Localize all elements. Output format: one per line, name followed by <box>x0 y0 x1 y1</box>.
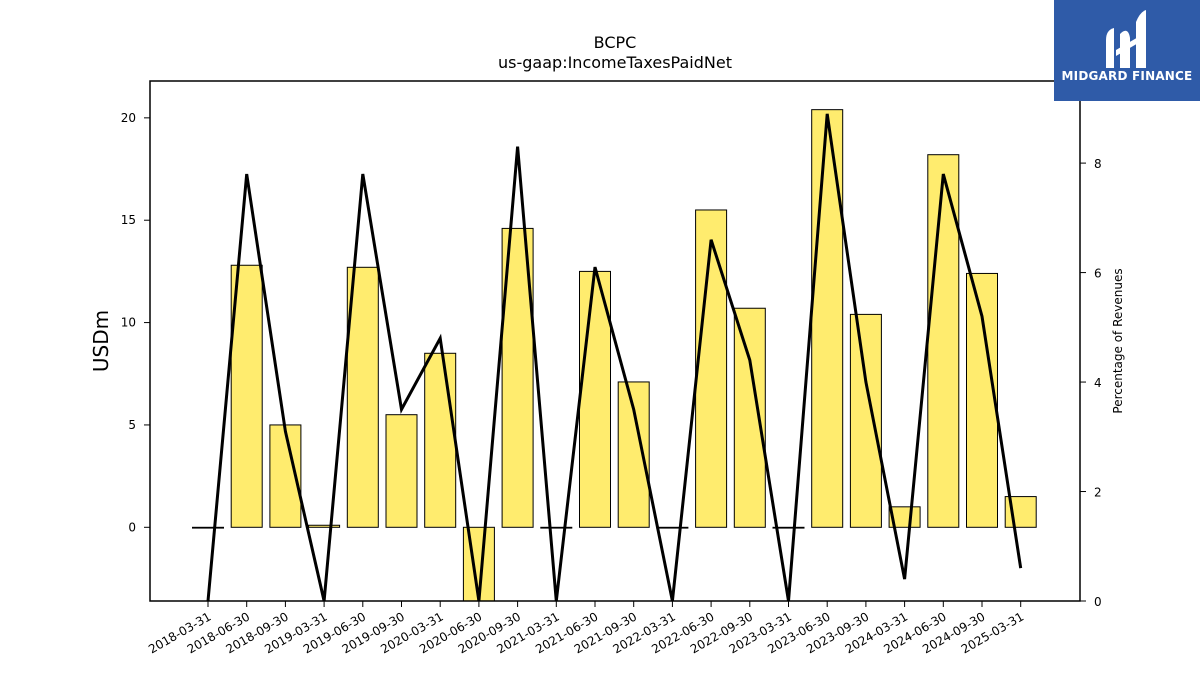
y2-tick-label: 2 <box>1094 486 1102 500</box>
y-tick-label: 20 <box>121 111 136 125</box>
y-tick-label: 10 <box>121 316 136 330</box>
x-axis: 2018-03-312018-06-302018-09-302019-03-31… <box>146 601 1026 656</box>
bars-group <box>192 109 1037 602</box>
bar-2022-03-31 <box>656 526 689 529</box>
y2-tick-label: 8 <box>1094 157 1102 171</box>
bar-2023-09-30 <box>849 313 882 528</box>
y2-tick-label: 6 <box>1094 267 1102 281</box>
bar-2021-03-31 <box>540 526 573 529</box>
y-tick-label: 15 <box>121 213 136 227</box>
bar-2018-06-30 <box>230 264 263 528</box>
logo: MIDGARD FINANCE <box>1054 0 1200 101</box>
y-tick-label: 0 <box>128 520 136 534</box>
y2-axis: 0 2 4 6 8 <box>1080 157 1102 609</box>
bar-2021-06-30 <box>579 270 611 528</box>
y2-axis-label: Percentage of Revenues <box>1111 268 1125 413</box>
y-tick-label: 5 <box>128 418 136 432</box>
bar-2019-09-30 <box>385 414 418 528</box>
logo-mark-icon <box>1106 10 1146 68</box>
y-axis-label: USDm <box>89 310 113 372</box>
chart-title: BCPC <box>594 33 637 52</box>
bar-2018-03-31 <box>192 526 224 529</box>
y2-tick-label: 0 <box>1094 595 1102 609</box>
plot-frame <box>149 80 1081 602</box>
bar-2023-03-31 <box>772 526 805 529</box>
y-axis: 0 5 10 15 20 <box>121 111 150 534</box>
bar-2019-06-30 <box>346 266 379 528</box>
bar-2020-03-31 <box>424 352 457 528</box>
bar-2022-06-30 <box>695 209 728 528</box>
y2-tick-label: 4 <box>1094 376 1102 390</box>
chart-subtitle: us-gaap:IncomeTaxesPaidNet <box>498 53 732 72</box>
bar-2022-09-30 <box>733 307 766 528</box>
bar-2019-03-31 <box>308 524 341 528</box>
line-group <box>206 113 1023 602</box>
percentage-line <box>206 113 1023 602</box>
bar-2023-06-30 <box>811 109 844 528</box>
logo-text: MIDGARD FINANCE <box>1061 69 1193 83</box>
